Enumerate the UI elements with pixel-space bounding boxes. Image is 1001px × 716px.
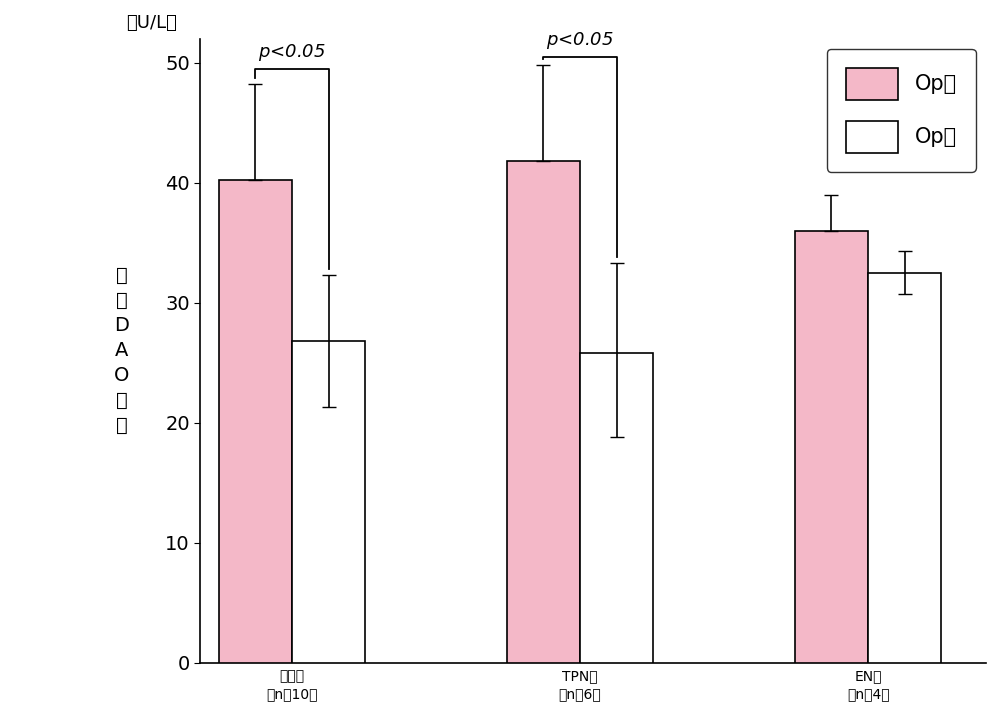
Text: $p$<0.05: $p$<0.05: [547, 29, 614, 51]
Bar: [218, 180, 292, 663]
Text: $p$<0.05: $p$<0.05: [258, 42, 326, 62]
Bar: [292, 341, 365, 663]
Bar: [581, 353, 654, 663]
Text: （U/L）: （U/L）: [126, 14, 176, 32]
Bar: [507, 161, 581, 663]
Legend: Op前, Op後: Op前, Op後: [827, 49, 976, 172]
Text: 血
中
D
A
O
活
性: 血 中 D A O 活 性: [114, 266, 129, 435]
Bar: [868, 273, 942, 663]
Bar: [795, 231, 868, 663]
